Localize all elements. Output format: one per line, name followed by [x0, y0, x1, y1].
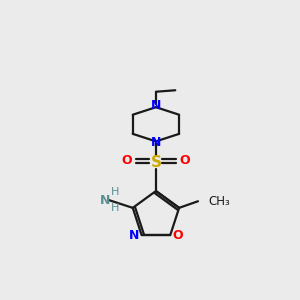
- Text: N: N: [151, 136, 161, 149]
- Text: O: O: [179, 154, 190, 167]
- Text: CH₃: CH₃: [208, 195, 230, 208]
- Text: S: S: [150, 155, 161, 170]
- Text: N: N: [151, 99, 161, 112]
- Text: H: H: [111, 203, 119, 213]
- Text: N: N: [100, 194, 110, 207]
- Text: H: H: [111, 187, 119, 197]
- Text: O: O: [172, 229, 183, 242]
- Text: O: O: [122, 154, 132, 167]
- Text: N: N: [129, 229, 140, 242]
